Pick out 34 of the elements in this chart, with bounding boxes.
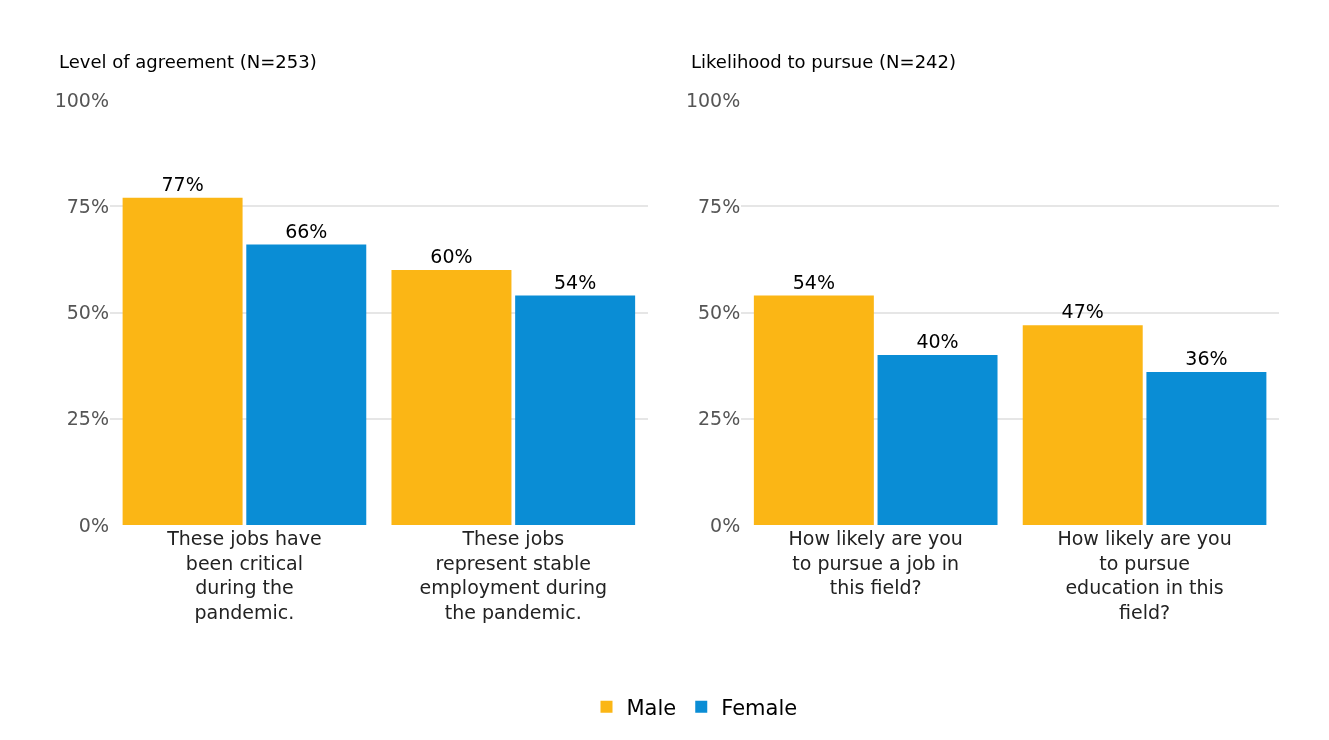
bar [1146,372,1267,525]
text: 77% [161,172,204,195]
y-tick-label: 0% [710,513,741,536]
bar [122,197,243,525]
chart-title: Likelihood to pursue (N=242) [691,51,957,72]
legend-label: Female [721,695,798,720]
x-tick-label: How likely are you to pursue a job in this field? [788,527,963,599]
x-tick-label: How likely are you to pursue education in this field? [1057,527,1232,624]
text: 54% [554,270,597,293]
y-tick-label: 75% [66,194,109,217]
text: 40% [916,330,959,352]
y-tick-label: 100% [685,88,741,111]
text: 47% [1061,300,1104,323]
bar [1022,325,1143,525]
text: 60% [430,245,473,267]
bar [391,270,512,525]
bar [877,355,998,525]
x-tick-label: These jobs have been critical during the pandemic. [166,527,322,624]
y-tick-label: 100% [54,88,109,111]
legend-label: Male [626,695,677,720]
text: 54% [792,270,835,293]
y-tick-label: 25% [66,407,109,430]
bar [246,244,367,525]
y-tick-label: 75% [698,194,741,217]
x-tick-label: These jobs represent stable employment during the pandemic. [419,527,608,624]
text: 66% [285,219,328,242]
text: 36% [1185,347,1228,369]
bar [753,295,874,525]
y-tick-label: 25% [698,407,741,430]
y-tick-label: 50% [698,301,741,324]
bar [515,295,636,525]
y-tick-label: 50% [66,301,109,324]
chart-title: Level of agreement (N=253) [59,51,317,72]
y-tick-label: 0% [78,513,109,536]
